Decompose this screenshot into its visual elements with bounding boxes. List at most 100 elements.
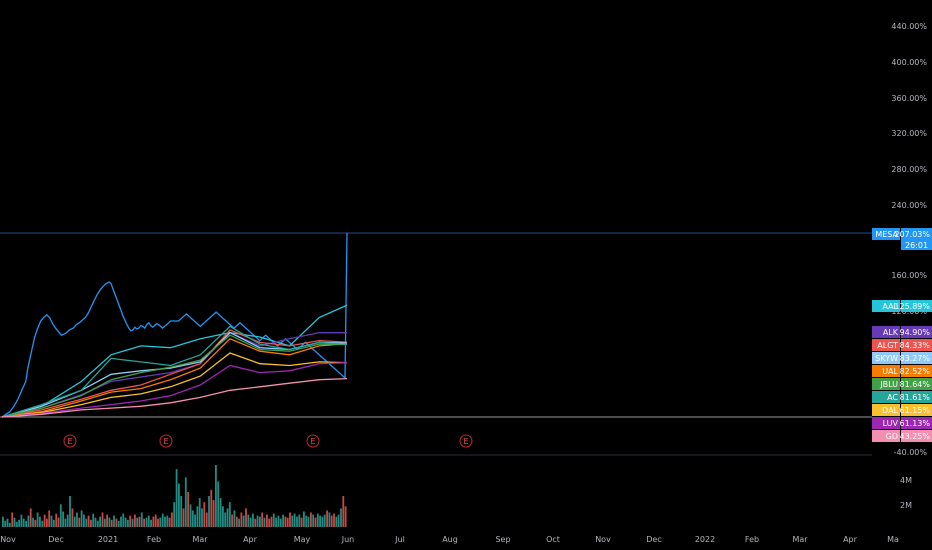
volume-bar (27, 515, 30, 527)
volume-bar (50, 515, 53, 527)
x-tick-label: 2021 (98, 535, 118, 544)
earnings-marker[interactable] (63, 434, 77, 448)
x-tick-label: Jul (394, 535, 405, 544)
volume-bar (205, 512, 208, 527)
volume-bar (191, 510, 194, 527)
series-tag-jblu[interactable]: JBLU 81.64% (872, 378, 932, 390)
series-tag-dal[interactable]: DAL 61.15% (872, 404, 932, 416)
volume-bar (8, 522, 11, 527)
y-tick-label: 360.00% (891, 94, 927, 103)
volume-bar (39, 516, 41, 527)
volume-bar (13, 517, 16, 527)
volume-bar (171, 512, 173, 527)
series-tag-alk[interactable]: ALK 94.90% (872, 326, 932, 338)
x-tick-label: Ma (887, 535, 899, 544)
y-tick-label: 280.00% (891, 165, 927, 174)
series-tag-value: 81.61% (899, 393, 930, 402)
volume-bar (136, 517, 139, 527)
series-layer (1, 232, 348, 418)
volume-bar (215, 465, 217, 527)
volume-bar (124, 517, 127, 527)
volume-bar (129, 515, 132, 527)
volume-bar (134, 514, 136, 527)
series-tag-name: MESA (875, 230, 898, 239)
x-tick-label: Nov (595, 535, 611, 544)
volume-bar (212, 500, 215, 527)
volume-bar (36, 512, 39, 527)
series-tag-name: GD (886, 432, 898, 441)
x-tick-label: Feb (147, 535, 161, 544)
volume-bar (344, 506, 347, 527)
volume-bar (34, 519, 37, 527)
volume-bar (115, 518, 118, 527)
series-tag-algt[interactable]: ALGT 84.33% (872, 339, 932, 351)
earnings-marker[interactable] (306, 434, 320, 448)
volume-bar (178, 483, 180, 527)
series-tag-name-box (872, 365, 900, 377)
x-tick-label: Oct (546, 535, 560, 544)
series-tag-name: ALK (883, 328, 899, 337)
series-line-mesa (1, 232, 348, 418)
volume-bar (46, 518, 48, 527)
series-tag-gd[interactable]: GD 43.25% (872, 430, 932, 442)
volume-bar (279, 518, 282, 527)
volume-bar (303, 511, 305, 527)
earnings-marker[interactable] (459, 434, 473, 448)
volume-bar (57, 517, 60, 527)
series-tag-name: AAL (882, 302, 898, 311)
volume-bar (87, 515, 90, 527)
series-tag-value: 83.27% (899, 354, 930, 363)
x-tick-label: Mar (792, 535, 808, 544)
volume-bar (131, 518, 134, 527)
volume-bar (11, 512, 14, 527)
volume-bar (228, 502, 231, 527)
series-tag-value-box (901, 326, 932, 338)
volume-bar (154, 514, 157, 527)
volume-bar (187, 491, 189, 527)
volume-bar (6, 518, 9, 527)
volume-bar (20, 514, 23, 527)
volume-bar (180, 496, 183, 527)
volume-bar (266, 514, 268, 527)
series-tag-luv[interactable]: LUV 61.13% (872, 417, 932, 429)
series-tag-value: 84.33% (899, 341, 930, 350)
volume-bar (252, 513, 254, 527)
series-tag-value: 94.90% (899, 328, 930, 337)
volume-bar (152, 516, 155, 527)
earnings-marker-label: E (463, 437, 468, 446)
volume-bar (4, 520, 7, 527)
volume-bar (85, 518, 88, 527)
volume-bar (48, 510, 51, 527)
volume-bar (143, 518, 145, 527)
series-tag-name-box (872, 430, 900, 442)
time-axis[interactable]: Nov Dec 2021 Feb Mar Apr May Jun Jul Aug Sep Oct Nov… (0, 535, 899, 544)
volume-bar (127, 519, 129, 527)
volume-bar (235, 516, 238, 527)
volume-bar (80, 510, 83, 527)
y-tick-label: 320.00% (891, 129, 927, 138)
volume-bar (321, 516, 324, 527)
volume-bar (117, 520, 120, 527)
earnings-marker[interactable] (159, 434, 173, 448)
volume-bar (52, 519, 55, 527)
volume-bar (78, 517, 81, 527)
volume-bar (284, 516, 287, 527)
volume-bar (122, 513, 125, 527)
series-tag-name-box (872, 391, 900, 403)
x-tick-label: May (294, 535, 311, 544)
volume-bar (208, 496, 210, 527)
series-tag-ac[interactable]: AC 81.61% (872, 391, 932, 403)
series-tag-skyw[interactable]: SKYW 83.27% (872, 352, 932, 364)
volume-bar (286, 517, 289, 527)
volume-bar (90, 519, 92, 527)
x-tick-label: Dec (646, 535, 661, 544)
series-tag-name: ALGT (877, 341, 898, 350)
series-tag-name: UAL (882, 367, 898, 376)
series-tag-ual[interactable]: UAL 82.52% (872, 365, 932, 377)
volume-bar (138, 516, 141, 527)
volume-bar (62, 511, 64, 527)
